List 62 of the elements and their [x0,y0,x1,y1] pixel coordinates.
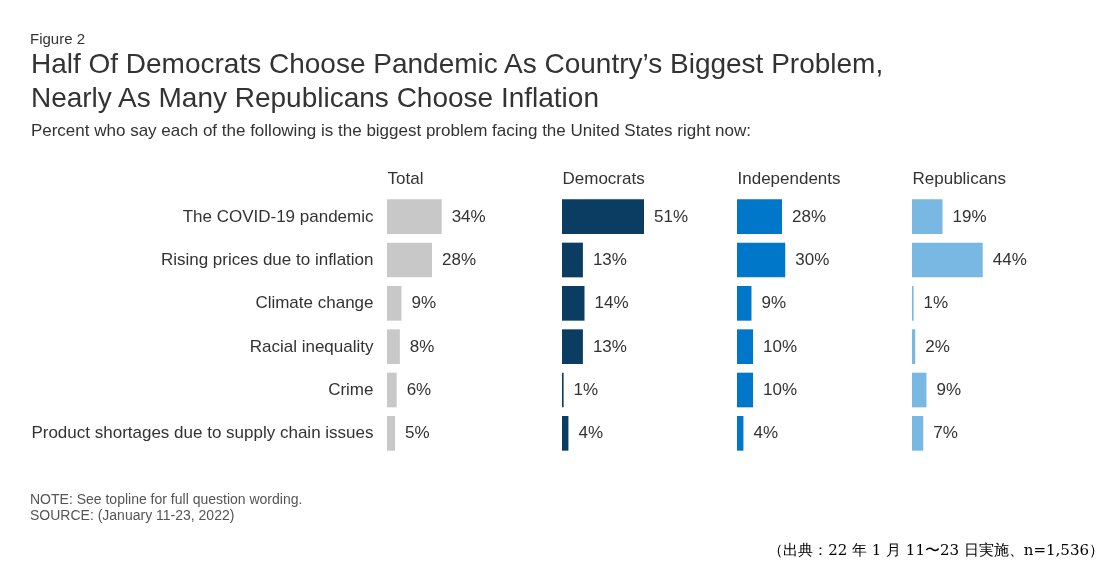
y-tick-label: Crime [328,380,374,399]
data-label: 44% [992,250,1027,269]
data-label: 13% [592,250,627,269]
bar [562,416,569,451]
data-label: 6% [406,380,432,399]
chart-subtitle: Percent who say each of the following is the biggest problem facing the United States right now: [30,121,751,140]
data-label: 14% [594,293,629,313]
bar [562,286,585,321]
bar [387,416,396,451]
data-label: 7% [933,423,958,443]
data-label: 9% [761,293,787,313]
x-axis-title: Republicans [912,168,1007,188]
bar [737,372,754,408]
bar [387,199,442,234]
chart-title: Half Of Democrats Choose Pandemic As Country’s Biggest Problem, Nearly As Many Republicans Choose Inflation [30,48,884,113]
y-tick-label: Rising prices due to inflation [160,250,374,269]
bar [387,286,402,321]
data-label: 10% [763,336,798,356]
text: （出典：22 年 1 月 11〜23 日実施、n=1,536） [768,541,1104,560]
data-label: 9% [936,380,962,399]
bar [562,329,583,364]
data-label: 30% [795,250,830,269]
bar [737,416,744,451]
data-label: 28% [442,250,477,269]
bar [387,372,397,408]
bar [912,199,943,234]
bar [737,329,754,364]
data-label: 1% [573,380,599,399]
data-label: 10% [763,380,798,399]
bar [737,199,783,234]
x-axis-title: Independents [737,168,841,188]
data-label: 19% [952,206,987,226]
bar [562,242,583,278]
bar [912,372,927,408]
text: NOTE: See topline for full question wording. [30,491,304,507]
data-label: 9% [411,293,437,313]
bar [737,286,752,321]
bar [912,329,916,364]
bar [387,242,433,278]
bar [562,199,644,234]
x-axis-title: Democrats [562,168,645,188]
y-tick-label: The COVID-19 pandemic [182,206,374,226]
data-label: 2% [925,336,950,356]
bar [737,242,786,278]
y-tick-label: Product shortages due to supply chain issues [31,423,374,443]
data-label: 51% [654,206,689,226]
data-label: 5% [405,423,430,443]
data-label: 8% [409,336,435,356]
data-label: 13% [592,336,627,356]
x-axis-title: Total [387,168,424,188]
data-label: 34% [451,206,486,226]
y-tick-label: Climate change [255,293,374,313]
bar [912,416,924,451]
source-note: SOURCE: (January 11-23, 2022) [30,507,236,523]
data-label: 4% [578,423,604,443]
bar [912,242,983,278]
y-tick-label: Racial inequality [249,336,374,356]
data-label: 28% [792,206,827,226]
data-label: 1% [923,293,949,313]
bar [387,329,400,364]
caption: Figure 2 [30,30,87,47]
data-label: 4% [753,423,779,443]
